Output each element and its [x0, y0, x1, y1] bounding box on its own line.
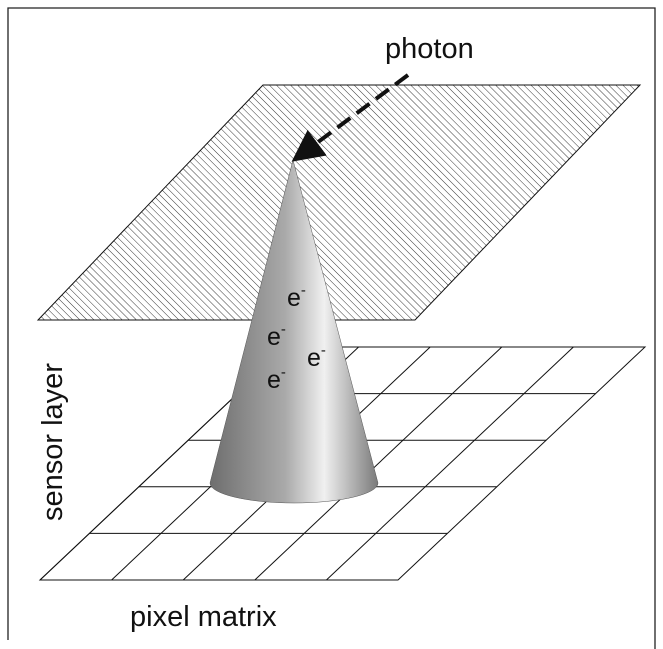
sensor-layer-label: sensor layer: [37, 363, 69, 521]
electron-symbol: e: [267, 323, 281, 351]
electron: e-: [267, 321, 286, 351]
photon-label: photon: [385, 33, 474, 65]
pixel-matrix-label: pixel matrix: [130, 601, 277, 633]
frame: [7, 7, 656, 649]
electron-symbol: e: [307, 344, 321, 372]
electron-symbol: e: [267, 366, 281, 394]
electron-charge: -: [301, 282, 306, 299]
electron-charge: -: [281, 321, 286, 338]
electron: e-: [307, 342, 326, 372]
electron: e-: [267, 364, 286, 394]
electron-charge: -: [281, 364, 286, 381]
sensor-plane: [36, 84, 642, 321]
electron: e-: [287, 282, 306, 312]
charge-cone: [209, 159, 379, 504]
electron-symbol: e: [287, 284, 301, 312]
electron-charge: -: [321, 342, 326, 359]
